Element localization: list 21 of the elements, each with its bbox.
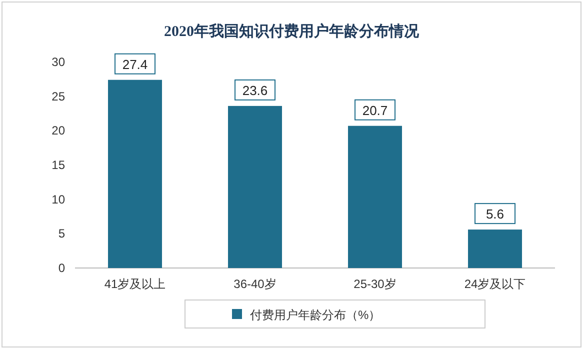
y-tick-label: 5 — [58, 226, 66, 241]
y-tick-label: 30 — [52, 55, 66, 69]
bar — [228, 106, 282, 268]
data-label: 5.6 — [486, 206, 504, 222]
data-label: 23.6 — [242, 82, 268, 98]
chart-title: 2020年我国知识付费用户年龄分布情况 — [164, 22, 420, 40]
x-tick-label: 24岁及以下 — [464, 277, 526, 291]
x-tick-label: 36-40岁 — [234, 277, 276, 291]
y-tick-label: 20 — [52, 124, 66, 138]
bar — [108, 80, 162, 268]
y-tick-label: 10 — [52, 192, 66, 206]
y-tick-label: 15 — [52, 158, 66, 172]
legend-label: 付费用户年龄分布（%） — [249, 308, 381, 322]
x-tick-label: 25-30岁 — [354, 277, 396, 291]
bar — [468, 230, 522, 268]
data-label: 20.7 — [362, 102, 388, 118]
y-tick-label: 0 — [58, 261, 66, 275]
data-label: 27.4 — [122, 56, 148, 72]
x-tick-label: 41岁及以上 — [104, 277, 166, 291]
bar — [348, 126, 402, 268]
y-tick-label: 25 — [52, 89, 66, 104]
